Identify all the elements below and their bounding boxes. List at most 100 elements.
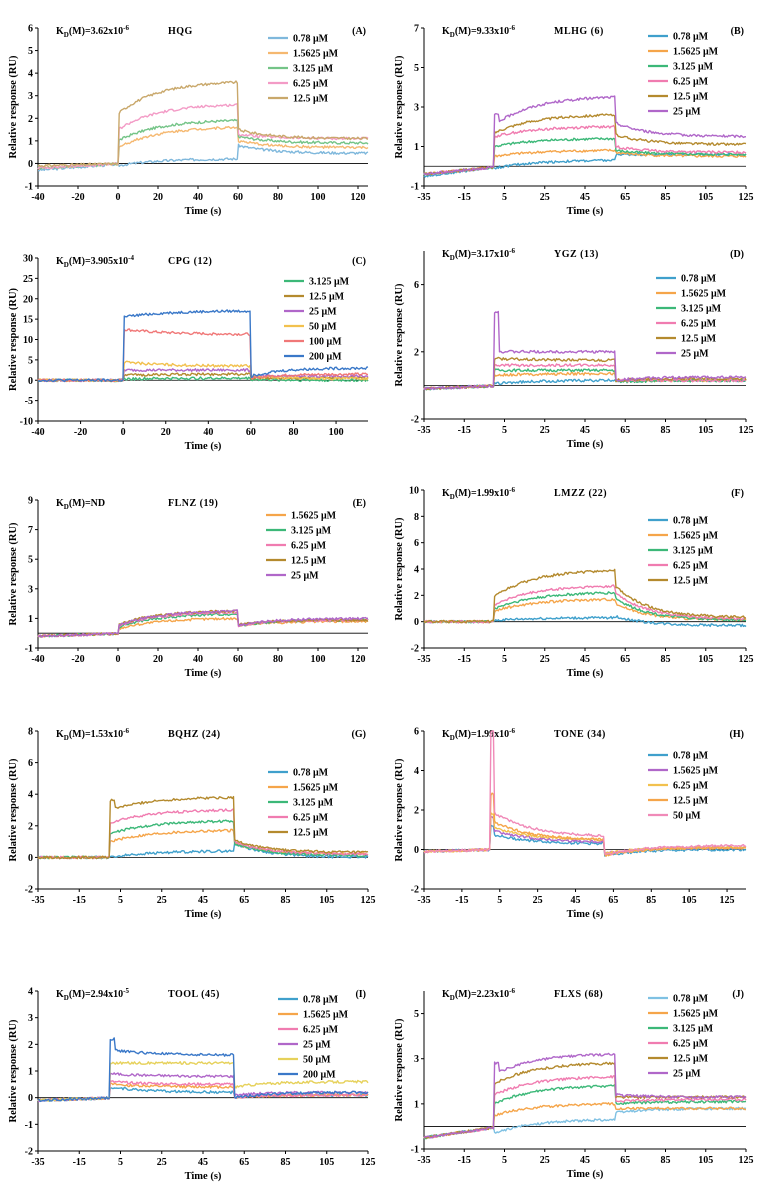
y-tick-label: -2	[25, 1147, 33, 1158]
x-tick-label: 45	[198, 895, 208, 906]
y-tick-label: 0	[28, 159, 33, 170]
x-tick-label: 85	[661, 654, 671, 665]
legend-label: 200 μM	[309, 352, 342, 363]
x-tick-label: 80	[273, 654, 283, 665]
x-tick-label: 25	[157, 1157, 167, 1168]
panel-label: (H)	[730, 729, 744, 740]
y-tick-label: -1	[25, 644, 33, 655]
y-tick-label: 0	[28, 1093, 33, 1104]
legend-label: 6.25 μM	[293, 813, 329, 824]
x-tick-label: 105	[319, 895, 334, 906]
legend-label: 12.5 μM	[309, 292, 345, 303]
x-tick-label: -15	[73, 1157, 86, 1168]
x-tick-label: 20	[161, 427, 171, 438]
y-tick-label: -5	[25, 396, 33, 407]
panel-h: -2 0 2 4 6 -35 -15 5 25 45 65 85 105 125 Time (s) Relat…	[394, 727, 747, 920]
x-tick-label: 25	[533, 895, 543, 906]
compound-name: TOOL (45)	[168, 989, 220, 1000]
y-tick-label: 30	[23, 254, 33, 265]
legend-label: 1.5625 μM	[673, 47, 719, 58]
x-tick-label: 105	[698, 654, 713, 665]
kd-label: KD(M)=2.23x10-6	[442, 987, 515, 1002]
series-line-5	[37, 309, 369, 383]
legend-label: 12.5 μM	[673, 92, 709, 103]
x-tick-label: 5	[502, 1155, 507, 1166]
x-tick-label: -15	[455, 895, 468, 906]
kd-label: KD(M)=9.33x10-6	[442, 24, 515, 39]
legend-label: 12.5 μM	[681, 334, 717, 345]
legend-label: 6.25 μM	[673, 77, 709, 88]
legend-label: 3.125 μM	[293, 798, 334, 809]
legend-label: 6.25 μM	[673, 561, 709, 572]
series-line-4	[423, 730, 747, 856]
x-tick-label: 5	[502, 425, 507, 436]
legend-label: 200 μM	[303, 1070, 336, 1081]
panel-label: (F)	[731, 488, 744, 499]
legend-label: 0.78 μM	[673, 32, 709, 43]
x-tick-label: 40	[193, 192, 203, 203]
y-tick-label: 2	[414, 591, 419, 602]
x-tick-label: 45	[580, 654, 590, 665]
x-tick-label: -20	[74, 427, 87, 438]
y-tick-label: -10	[20, 417, 33, 428]
series-line-2	[37, 118, 369, 170]
x-tick-label: -40	[31, 192, 44, 203]
y-tick-label: -2	[411, 415, 419, 426]
x-tick-label: 60	[233, 192, 243, 203]
series-line-5	[423, 1052, 747, 1139]
y-tick-label: 5	[414, 63, 419, 74]
x-tick-label: 85	[661, 1155, 671, 1166]
compound-name: TONE (34)	[554, 729, 606, 740]
y-axis-label: Relative response (RU)	[394, 758, 405, 862]
x-tick-label: 25	[540, 1155, 550, 1166]
series-line-4	[423, 568, 747, 624]
legend-label: 12.5 μM	[673, 796, 709, 807]
x-tick-label: -15	[458, 654, 471, 665]
x-tick-label: 85	[281, 895, 291, 906]
panel-label: (E)	[353, 498, 366, 509]
x-tick-label: 5	[118, 1157, 123, 1168]
kd-label: KD(M)=1.99x10-6	[442, 486, 515, 501]
y-tick-label: 10	[409, 486, 419, 497]
compound-name: FLNZ (19)	[168, 498, 218, 509]
y-tick-label: 20	[23, 294, 33, 305]
panel-i: -2 -1 0 1 2 3 4 -35 -15 5 25 45 65 85 105 125 Time (s) Re…	[8, 987, 376, 1183]
legend-label: 12.5 μM	[673, 576, 709, 587]
y-tick-label: 1	[28, 1067, 33, 1078]
x-tick-label: -20	[71, 654, 84, 665]
legend-label: 6.25 μM	[293, 79, 329, 90]
y-tick-label: 15	[23, 315, 33, 326]
x-tick-label: -40	[31, 654, 44, 665]
panel-label: (I)	[355, 989, 366, 1000]
y-tick-label: -1	[25, 182, 33, 193]
series-line-0	[37, 143, 369, 172]
legend-label: 1.5625 μM	[291, 511, 337, 522]
y-tick-label: 0	[414, 617, 419, 628]
x-axis-label: Time (s)	[567, 206, 604, 217]
y-tick-label: 5	[28, 46, 33, 57]
x-axis-label: Time (s)	[185, 441, 222, 452]
y-tick-label: 0	[28, 853, 33, 864]
x-tick-label: -35	[417, 1155, 430, 1166]
compound-name: YGZ (13)	[554, 249, 599, 260]
series-line-0	[423, 1106, 747, 1139]
y-tick-label: 0	[414, 845, 419, 856]
series-line-4	[37, 795, 369, 860]
legend-label: 3.125 μM	[673, 1024, 714, 1035]
legend-label: 3.125 μM	[681, 304, 722, 315]
y-tick-label: 4	[414, 766, 419, 777]
x-tick-label: 125	[739, 1155, 754, 1166]
y-axis-label: Relative response (RU)	[394, 517, 405, 621]
x-tick-label: 125	[720, 895, 735, 906]
x-axis-label: Time (s)	[567, 1169, 604, 1180]
legend-label: 3.125 μM	[673, 546, 714, 557]
panel-label: (A)	[352, 26, 366, 37]
y-tick-label: 6	[414, 538, 419, 549]
x-tick-label: 125	[739, 654, 754, 665]
panel-label: (D)	[730, 249, 744, 260]
y-tick-label: 8	[414, 512, 419, 523]
legend-label: 1.5625 μM	[303, 1010, 349, 1021]
legend-label: 1.5625 μM	[673, 766, 719, 777]
y-tick-label: 1	[414, 1099, 419, 1110]
y-tick-label: 10	[23, 335, 33, 346]
